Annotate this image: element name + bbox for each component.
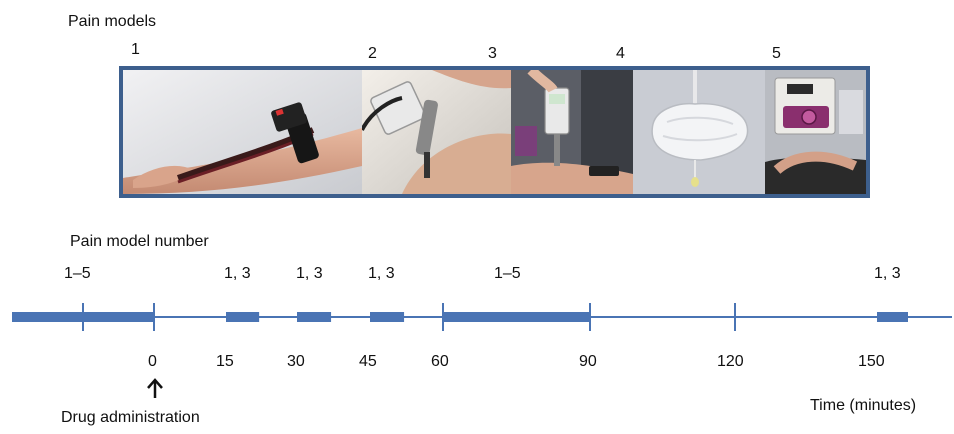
block-label-5: 1–5 xyxy=(494,265,521,282)
photo-number-1: 1 xyxy=(131,41,140,58)
pressure-algometer-knee-photo xyxy=(362,70,511,194)
tick-label-30: 30 xyxy=(287,353,305,370)
pain-models-title: Pain models xyxy=(68,13,157,30)
pain-model-number-title: Pain model number xyxy=(70,233,209,250)
tick-label-0: 0 xyxy=(148,353,157,370)
block-label-1: 1–5 xyxy=(64,265,91,282)
cold-pressor-device-photo xyxy=(765,70,866,194)
block-label-4: 1, 3 xyxy=(368,265,395,282)
timeline-block-6 xyxy=(877,312,908,322)
photo-number-2: 2 xyxy=(368,45,377,62)
photo-number-3: 3 xyxy=(488,45,497,62)
tick-label-90: 90 xyxy=(579,353,597,370)
pressure-algometer-arm-photo xyxy=(511,70,633,194)
timeline-block-5 xyxy=(443,312,590,322)
tick-label-150: 150 xyxy=(858,353,885,370)
timeline-block-2 xyxy=(226,312,260,322)
tick-label-60: 60 xyxy=(431,353,449,370)
drug-administration-label: Drug administration xyxy=(61,409,200,426)
tick-label-120: 120 xyxy=(717,353,744,370)
inflated-bag-photo xyxy=(633,70,765,194)
block-label-6: 1, 3 xyxy=(874,265,901,282)
up-arrow-icon xyxy=(147,378,163,398)
tick-label-45: 45 xyxy=(359,353,377,370)
photo-number-5: 5 xyxy=(772,45,781,62)
timeline-block-4 xyxy=(370,312,405,322)
photo-number-4: 4 xyxy=(616,45,625,62)
timeline xyxy=(12,303,952,331)
block-label-3: 1, 3 xyxy=(296,265,323,282)
timeline-block-3 xyxy=(297,312,332,322)
arm-cuff-photo xyxy=(123,70,362,194)
pain-models-photo-panel xyxy=(119,66,870,198)
block-label-2: 1, 3 xyxy=(224,265,251,282)
tick-label-15: 15 xyxy=(216,353,234,370)
time-axis-label: Time (minutes) xyxy=(810,397,917,414)
